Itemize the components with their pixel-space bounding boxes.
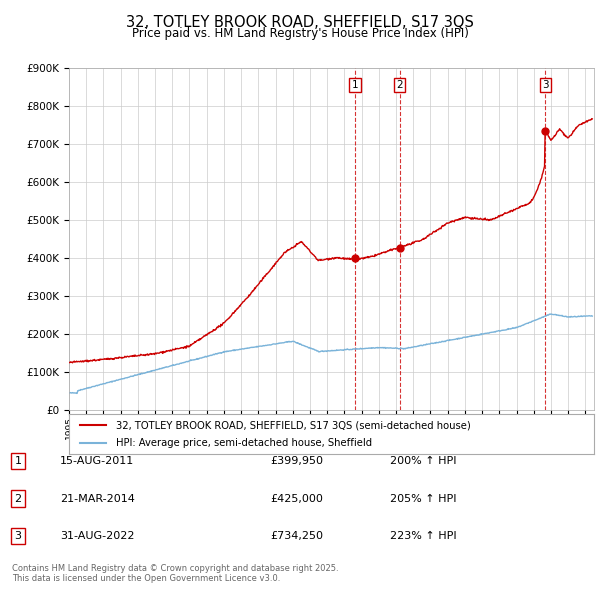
Text: £734,250: £734,250 [270,531,323,540]
Text: 205% ↑ HPI: 205% ↑ HPI [390,494,457,503]
Text: 223% ↑ HPI: 223% ↑ HPI [390,531,457,540]
Text: 32, TOTLEY BROOK ROAD, SHEFFIELD, S17 3QS (semi-detached house): 32, TOTLEY BROOK ROAD, SHEFFIELD, S17 3Q… [116,420,471,430]
Text: 3: 3 [14,531,22,540]
Text: 21-MAR-2014: 21-MAR-2014 [60,494,135,503]
Text: 1: 1 [352,80,358,90]
Text: 31-AUG-2022: 31-AUG-2022 [60,531,134,540]
Text: Contains HM Land Registry data © Crown copyright and database right 2025.
This d: Contains HM Land Registry data © Crown c… [12,563,338,583]
Text: 2: 2 [14,494,22,503]
Text: 2: 2 [397,80,403,90]
Text: 32, TOTLEY BROOK ROAD, SHEFFIELD, S17 3QS: 32, TOTLEY BROOK ROAD, SHEFFIELD, S17 3Q… [126,15,474,30]
Text: HPI: Average price, semi-detached house, Sheffield: HPI: Average price, semi-detached house,… [116,438,373,448]
Text: 1: 1 [14,457,22,466]
Text: £399,950: £399,950 [270,457,323,466]
Text: Price paid vs. HM Land Registry's House Price Index (HPI): Price paid vs. HM Land Registry's House … [131,27,469,40]
Text: £425,000: £425,000 [270,494,323,503]
Text: 200% ↑ HPI: 200% ↑ HPI [390,457,457,466]
Text: 3: 3 [542,80,548,90]
Text: 15-AUG-2011: 15-AUG-2011 [60,457,134,466]
